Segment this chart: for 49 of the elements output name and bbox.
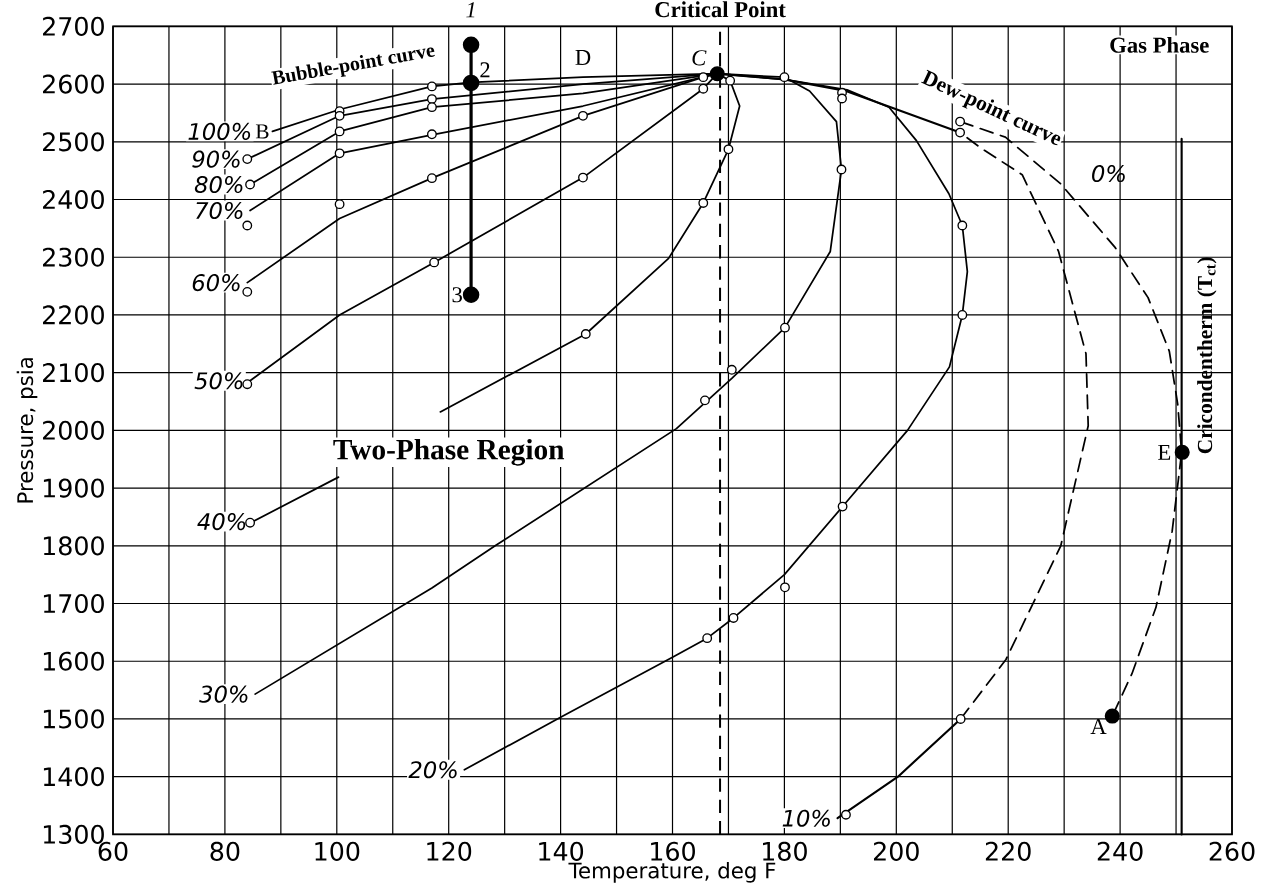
x-tick-label: 140 <box>539 841 584 861</box>
series-label: 40% <box>197 512 246 530</box>
series-label: 90% <box>192 150 240 168</box>
x-tick-label: 100 <box>315 841 360 861</box>
series-label: 10% <box>782 809 830 827</box>
annotation: Bubble-point curve <box>271 47 435 85</box>
series-label: 50% <box>194 371 243 390</box>
text: Critical Point <box>655 1 786 18</box>
x-tick-label: 260 <box>1209 841 1255 861</box>
series-label: 80% <box>194 175 243 193</box>
x-axis-title: Temperature, deg F <box>568 861 776 883</box>
y-axis-title: Pressure, psia <box>16 357 38 503</box>
y-tick-label: 2000 <box>43 420 104 440</box>
x-tick-label: 180 <box>763 841 807 861</box>
y-tick-label: 2100 <box>43 362 104 383</box>
series-label: 60% <box>192 273 240 292</box>
annotation: C <box>692 50 707 66</box>
annotation: 2 <box>480 62 490 78</box>
series-label: 20% <box>408 760 457 779</box>
series-label: 70% <box>196 201 243 219</box>
y-tick-label: 1700 <box>43 593 104 613</box>
annotation: B <box>255 124 269 139</box>
y-tick-label: 1500 <box>43 709 104 729</box>
annotation: Gas Phase <box>1110 36 1209 53</box>
annotation: 3 <box>452 286 462 303</box>
y-tick-label: 2600 <box>43 74 104 94</box>
y-tick-label: 2400 <box>43 189 104 209</box>
x-tick-label: 160 <box>651 841 695 861</box>
annotation: Two-Phase Region <box>333 438 565 466</box>
y-tick-label: 1600 <box>43 651 104 671</box>
y-tick-label: 2300 <box>43 247 104 267</box>
y-tick-label: 1800 <box>43 536 104 556</box>
text: Cricondentherm (T$_{ct}$) <box>1197 257 1217 453</box>
series-label: 30% <box>199 685 248 703</box>
y-tick-label: 1900 <box>43 478 104 498</box>
y-tick-label: 2700 <box>43 16 104 36</box>
x-tick-label: 120 <box>427 841 472 861</box>
annotation: D <box>575 49 591 65</box>
y-tick-label: 2500 <box>43 132 104 152</box>
x-tick-label: 200 <box>873 841 919 861</box>
annotation: E <box>1158 444 1171 460</box>
annotation: A <box>1090 718 1107 734</box>
text: 1 <box>466 2 475 18</box>
y-tick-label: 2200 <box>43 305 104 325</box>
y-tick-label: 1400 <box>43 766 104 787</box>
x-tick-label: 80 <box>210 841 240 861</box>
x-tick-label: 220 <box>985 841 1031 861</box>
series-label: 100% <box>188 122 251 140</box>
x-tick-label: 240 <box>1097 841 1143 861</box>
